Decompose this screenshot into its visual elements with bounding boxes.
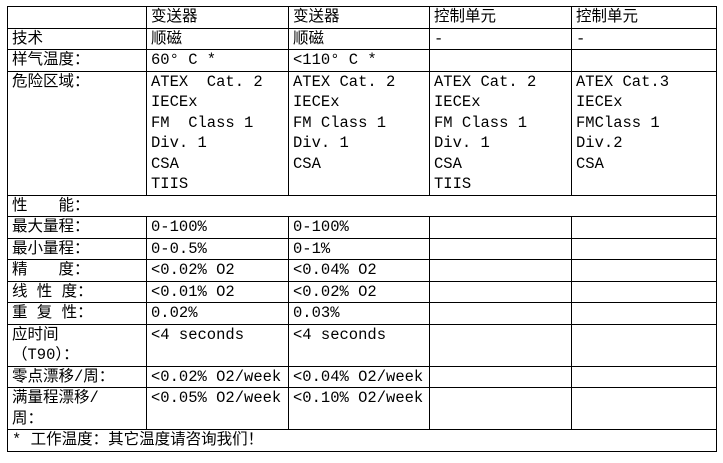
value-cell: <0.01% O2 (146, 280, 289, 303)
value-cell (429, 280, 572, 303)
row-sample-gas-temperature: 样气温度： 60° C * <110° C * (7, 49, 717, 72)
value-cell: 0-100% (146, 216, 289, 239)
value-cell (571, 302, 717, 325)
value-cell (429, 387, 572, 430)
row-response-time: 应时间 （T90）： <4 seconds <4 seconds (7, 323, 717, 367)
value-cell (571, 49, 717, 72)
row-zero-drift: 零点漂移/周： <0.02% O2/week <0.04% O2/week (7, 365, 717, 388)
value-cell: 0.03% (288, 302, 430, 325)
value-cell (571, 216, 717, 239)
value-cell (429, 49, 572, 72)
row-label-cell: 最大量程： (7, 216, 147, 239)
row-span-drift: 满量程漂移/ 周： <0.05% O2/week <0.10% O2/week (7, 387, 717, 430)
value-cell: <0.04% O2/week (288, 365, 430, 388)
value-cell (429, 365, 572, 388)
value-cell (571, 387, 717, 430)
row-linearity: 线 性 度： <0.01% O2 <0.02% O2 (7, 280, 717, 303)
header-cell-control-unit-1: 控制单元 (429, 6, 572, 29)
header-cell-empty (7, 6, 147, 29)
value-cell (571, 365, 717, 388)
value-cell: <4 seconds (288, 323, 430, 367)
row-hazardous-area: 危险区域： ATEX Cat. 2 IECEx FM Class 1 Div. … (7, 70, 717, 196)
value-cell: 顺磁 (146, 27, 289, 50)
row-min-range: 最小量程： 0-0.5% 0-1% (7, 237, 717, 260)
value-cell (429, 216, 572, 239)
row-repeatability: 重 复 性： 0.02% 0.03% (7, 302, 717, 325)
value-cell: <0.02% O2 (288, 280, 430, 303)
row-label-cell: 危险区域： (7, 70, 147, 196)
value-cell (571, 323, 717, 367)
row-label-cell: 样气温度： (7, 49, 147, 72)
value-cell (571, 259, 717, 282)
value-cell (429, 259, 572, 282)
value-cell: 0-100% (288, 216, 430, 239)
value-cell: - (429, 27, 572, 50)
row-label-cell: 最小量程： (7, 237, 147, 260)
value-cell: ATEX Cat.3 IECEx FMClass 1 Div.2 CSA (571, 70, 717, 196)
value-cell: 60° C * (146, 49, 289, 72)
row-label-cell: 精 度： (7, 259, 147, 282)
header-cell-transmitter-1: 变送器 (146, 6, 289, 29)
value-cell: - (571, 27, 717, 50)
value-cell: 0.02% (146, 302, 289, 325)
spec-table: 变送器 变送器 控制单元 控制单元 技术 顺磁 顺磁 - - 样气温度： 60°… (7, 6, 717, 452)
value-cell: <4 seconds (146, 323, 289, 367)
value-cell: <110° C * (288, 49, 430, 72)
value-cell: ATEX Cat. 2 IECEx FM Class 1 Div. 1 CSA … (146, 70, 289, 196)
value-cell (571, 280, 717, 303)
value-cell: ATEX Cat. 2 IECEx FM Class 1 Div. 1 CSA (288, 70, 430, 196)
header-cell-transmitter-2: 变送器 (288, 6, 430, 29)
header-cell-control-unit-2: 控制单元 (571, 6, 717, 29)
row-label-cell: 线 性 度： (7, 280, 147, 303)
row-label-cell: 技术 (7, 27, 147, 50)
row-performance-section: 性 能： (7, 194, 717, 217)
row-label-cell: 零点漂移/周： (7, 365, 147, 388)
value-cell: 0-0.5% (146, 237, 289, 260)
value-cell: <0.10% O2/week (288, 387, 430, 430)
row-max-range: 最大量程： 0-100% 0-100% (7, 216, 717, 239)
footnote-cell: * 工作温度：其它温度请咨询我们！ (7, 429, 717, 452)
value-cell: <0.02% O2/week (146, 365, 289, 388)
row-accuracy: 精 度： <0.02% O2 <0.04% O2 (7, 259, 717, 282)
section-header-cell: 性 能： (7, 194, 717, 217)
value-cell (571, 237, 717, 260)
value-cell (429, 237, 572, 260)
row-footnote: * 工作温度：其它温度请咨询我们！ (7, 429, 717, 452)
row-label-cell: 应时间 （T90）： (7, 323, 147, 367)
row-label-cell: 重 复 性： (7, 302, 147, 325)
row-label-cell: 满量程漂移/ 周： (7, 387, 147, 430)
value-cell: 顺磁 (288, 27, 430, 50)
value-cell: <0.05% O2/week (146, 387, 289, 430)
value-cell (429, 302, 572, 325)
header-row: 变送器 变送器 控制单元 控制单元 (7, 6, 717, 29)
value-cell: <0.02% O2 (146, 259, 289, 282)
value-cell: 0-1% (288, 237, 430, 260)
value-cell (429, 323, 572, 367)
row-technology: 技术 顺磁 顺磁 - - (7, 27, 717, 50)
value-cell: <0.04% O2 (288, 259, 430, 282)
value-cell: ATEX Cat. 2 IECEx FM Class 1 Div. 1 CSA … (429, 70, 572, 196)
